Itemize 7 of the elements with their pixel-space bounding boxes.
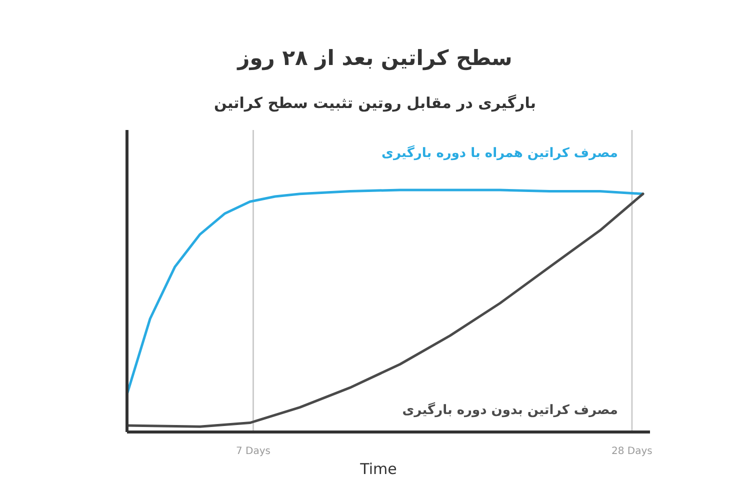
- chart-subtitle: بارگیری در مقابل روتین تثبیت سطح کراتین: [214, 94, 536, 112]
- x-axis-title: Time: [359, 460, 397, 478]
- text: مصرف کراتین بدون دوره بارگیری: [402, 402, 618, 418]
- text: مصرف کراتین همراه با دوره بارگیری: [382, 145, 618, 161]
- x-tick-label: 7 Days: [236, 446, 270, 457]
- chart-title: سطح کراتین بعد از ۲۸ روز: [236, 46, 512, 71]
- x-tick-label: 28 Days: [612, 446, 652, 457]
